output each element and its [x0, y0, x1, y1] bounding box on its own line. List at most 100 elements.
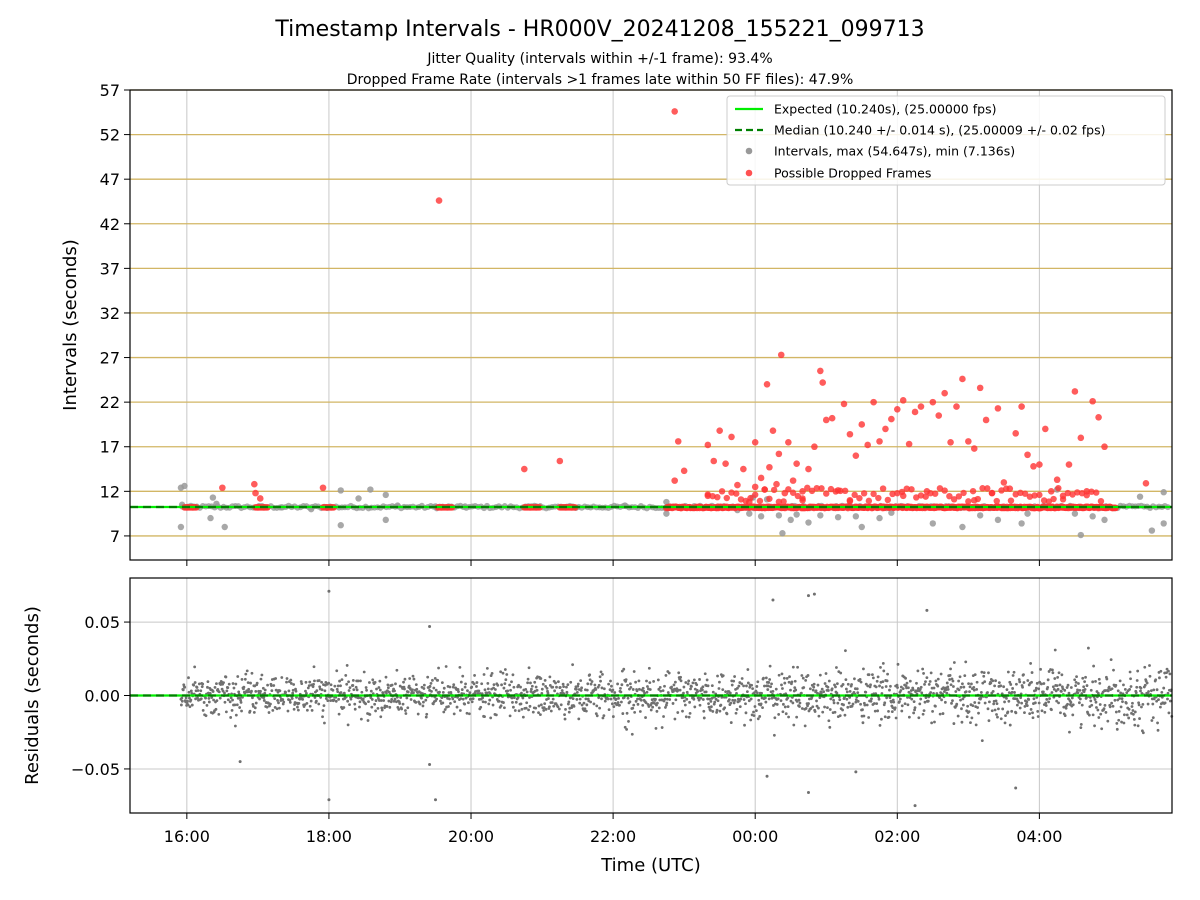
residual-point	[441, 701, 445, 705]
residual-point	[1079, 726, 1083, 730]
residual-point	[806, 594, 810, 598]
residual-point	[794, 688, 798, 692]
dropped-frame-point	[740, 465, 747, 473]
residual-point	[1029, 662, 1033, 665]
residual-point	[531, 710, 535, 714]
residual-point	[1035, 681, 1039, 685]
residual-point	[934, 679, 938, 683]
residual-point	[968, 685, 972, 689]
residual-point	[398, 702, 402, 705]
residual-point	[772, 733, 776, 737]
residual-point	[745, 690, 749, 693]
residual-point	[862, 714, 866, 718]
residual-point	[1091, 680, 1095, 684]
residual-point	[373, 681, 377, 684]
residual-point	[1046, 685, 1050, 689]
residual-point	[505, 673, 509, 676]
residual-point	[826, 706, 829, 710]
dropped-frame-point	[984, 485, 991, 492]
dropped-frame-point	[671, 108, 678, 115]
residual-point	[1073, 678, 1077, 682]
residual-point	[1051, 668, 1054, 672]
legend-swatch-intervals	[745, 147, 753, 155]
residual-point	[973, 701, 977, 704]
residual-point	[530, 687, 533, 691]
residual-point	[621, 712, 625, 715]
residual-point	[919, 697, 923, 701]
residual-point	[276, 698, 279, 702]
residual-point	[720, 695, 724, 699]
residual-point	[702, 709, 706, 713]
residual-point	[976, 706, 979, 709]
residual-point	[1050, 708, 1053, 712]
residual-point	[823, 682, 827, 685]
residual-point	[1057, 701, 1060, 705]
chart-title: Timestamp Intervals - HR000V_20241208_15…	[274, 17, 924, 42]
residual-point	[904, 676, 907, 680]
residual-point	[878, 684, 881, 688]
residual-point	[1025, 700, 1029, 704]
residual-point	[846, 705, 850, 709]
residual-point	[963, 674, 967, 678]
residual-point	[759, 702, 763, 706]
residual-point	[1095, 706, 1098, 709]
dropped-frame-point	[819, 379, 826, 386]
residual-point	[359, 679, 362, 683]
residual-point	[900, 704, 904, 708]
residual-point	[595, 714, 599, 718]
residual-point	[358, 705, 361, 709]
residual-point	[230, 708, 234, 712]
residual-point	[199, 689, 203, 693]
interval-point	[1101, 516, 1108, 524]
residual-point	[1139, 689, 1142, 693]
residual-point	[207, 700, 211, 704]
residual-point	[864, 690, 868, 694]
residual-point	[1060, 689, 1063, 693]
residual-point	[979, 696, 983, 700]
residual-point	[362, 670, 366, 674]
residual-point	[503, 706, 506, 710]
dropped-frame-point	[770, 486, 778, 494]
residual-point	[1030, 680, 1033, 684]
residual-point	[327, 681, 331, 685]
residual-point	[975, 687, 979, 691]
residual-point	[411, 688, 414, 692]
residual-point	[896, 662, 900, 666]
residual-point	[776, 697, 780, 701]
residual-point	[881, 680, 885, 684]
residual-point	[473, 674, 476, 677]
residual-point	[466, 689, 469, 693]
residual-point	[853, 677, 856, 681]
residual-point	[1078, 697, 1082, 701]
residual-point	[443, 708, 447, 711]
residual-point	[340, 678, 344, 681]
residual-point	[971, 704, 975, 708]
residual-point	[632, 670, 636, 673]
residual-point	[528, 704, 532, 708]
residual-point	[598, 675, 602, 679]
residual-point	[992, 702, 996, 706]
residual-point	[838, 698, 842, 702]
residual-point	[387, 699, 391, 703]
residual-point	[1027, 698, 1031, 701]
residual-point	[553, 689, 557, 693]
residual-point	[414, 683, 418, 686]
residual-point	[490, 671, 494, 675]
residual-point	[598, 706, 602, 710]
residual-point	[1114, 683, 1118, 687]
residual-point	[213, 685, 217, 689]
residual-point	[326, 699, 330, 703]
residual-point	[1005, 688, 1009, 692]
residual-point	[1029, 708, 1033, 711]
residual-point	[366, 719, 370, 722]
residual-point	[424, 698, 428, 702]
residual-point	[1087, 713, 1091, 717]
residual-point	[547, 697, 550, 700]
dropped-frame-point	[953, 403, 960, 410]
residual-point	[1166, 697, 1169, 701]
residual-point	[1043, 710, 1047, 714]
residual-point	[738, 705, 742, 709]
dropped-frame-point	[1065, 461, 1073, 468]
interval-point	[1024, 510, 1031, 517]
residual-point	[1127, 716, 1131, 720]
